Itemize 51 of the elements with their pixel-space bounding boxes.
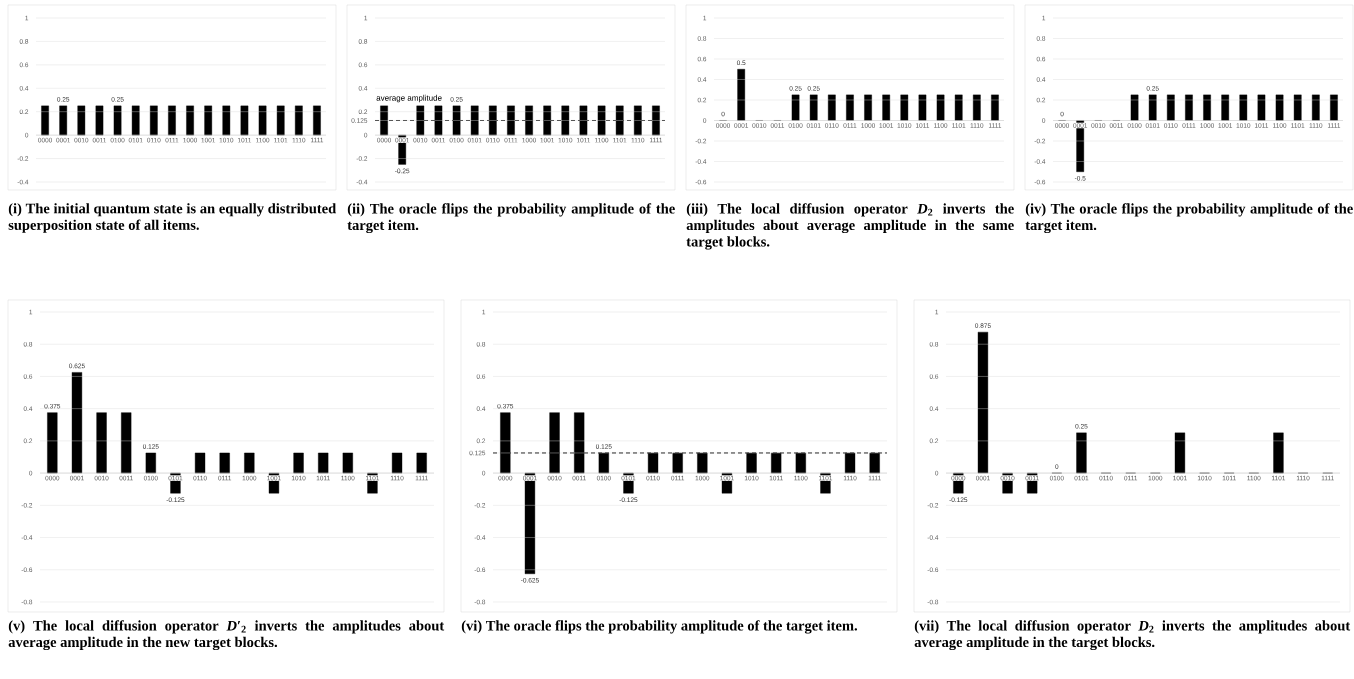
bar [844, 452, 856, 474]
bar [672, 452, 683, 474]
bar [809, 94, 818, 121]
bar [936, 94, 945, 121]
bar [864, 94, 872, 121]
bar [47, 412, 58, 474]
bar [1174, 432, 1186, 474]
bar [71, 372, 83, 474]
bar [1273, 432, 1284, 474]
bar [972, 94, 981, 121]
text: (iii) The local diffusion operator D$_{2}$ inverts the amplitudes about average amplitude in the same target blocks. [686, 203, 1014, 250]
bar [194, 452, 206, 474]
bar [991, 94, 999, 121]
bar [737, 69, 746, 121]
text: (ii) The oracle flips the probability amplitude of the target item. [347, 203, 675, 234]
bar [391, 452, 403, 474]
text: (i) The initial quantum state is an equally distributed superposition state of all items. [8, 203, 337, 233]
bar [121, 412, 132, 474]
bar [342, 452, 353, 474]
bar [1076, 432, 1087, 474]
bar [882, 94, 891, 121]
bar [549, 412, 560, 474]
text: (vi) The oracle flips the probability amplitude of the target item. [461, 620, 857, 634]
text: (iv) The oracle flips the probability amplitude of the target item. [1025, 203, 1353, 234]
bar [977, 331, 989, 474]
text: (v) The local diffusion operator D′$_{2}$ inverts the amplitudes about average amplitude in the new target blocks. [8, 620, 445, 651]
bar [219, 452, 230, 474]
text: (vii) The local diffusion operator D$_{2}$ inverts the amplitudes about average amplitude in the target blocks. [914, 620, 1351, 651]
bar [500, 412, 511, 474]
bar [244, 452, 255, 474]
bar [574, 412, 585, 474]
bar [96, 412, 107, 474]
bar [846, 94, 854, 121]
bar [416, 452, 427, 474]
bar [791, 94, 800, 121]
bar [918, 94, 927, 121]
bar [318, 452, 329, 474]
bar [145, 452, 156, 474]
bar [827, 94, 836, 121]
bar [697, 452, 708, 474]
ref-line-label: average amplitude [376, 94, 442, 103]
bar [869, 452, 880, 474]
bar [524, 472, 536, 574]
bar [647, 452, 659, 474]
bar [293, 452, 304, 474]
bar [771, 452, 782, 474]
bar [598, 452, 609, 474]
bar [746, 452, 757, 474]
bar [954, 94, 963, 121]
bar [900, 94, 909, 121]
bar [795, 452, 806, 474]
